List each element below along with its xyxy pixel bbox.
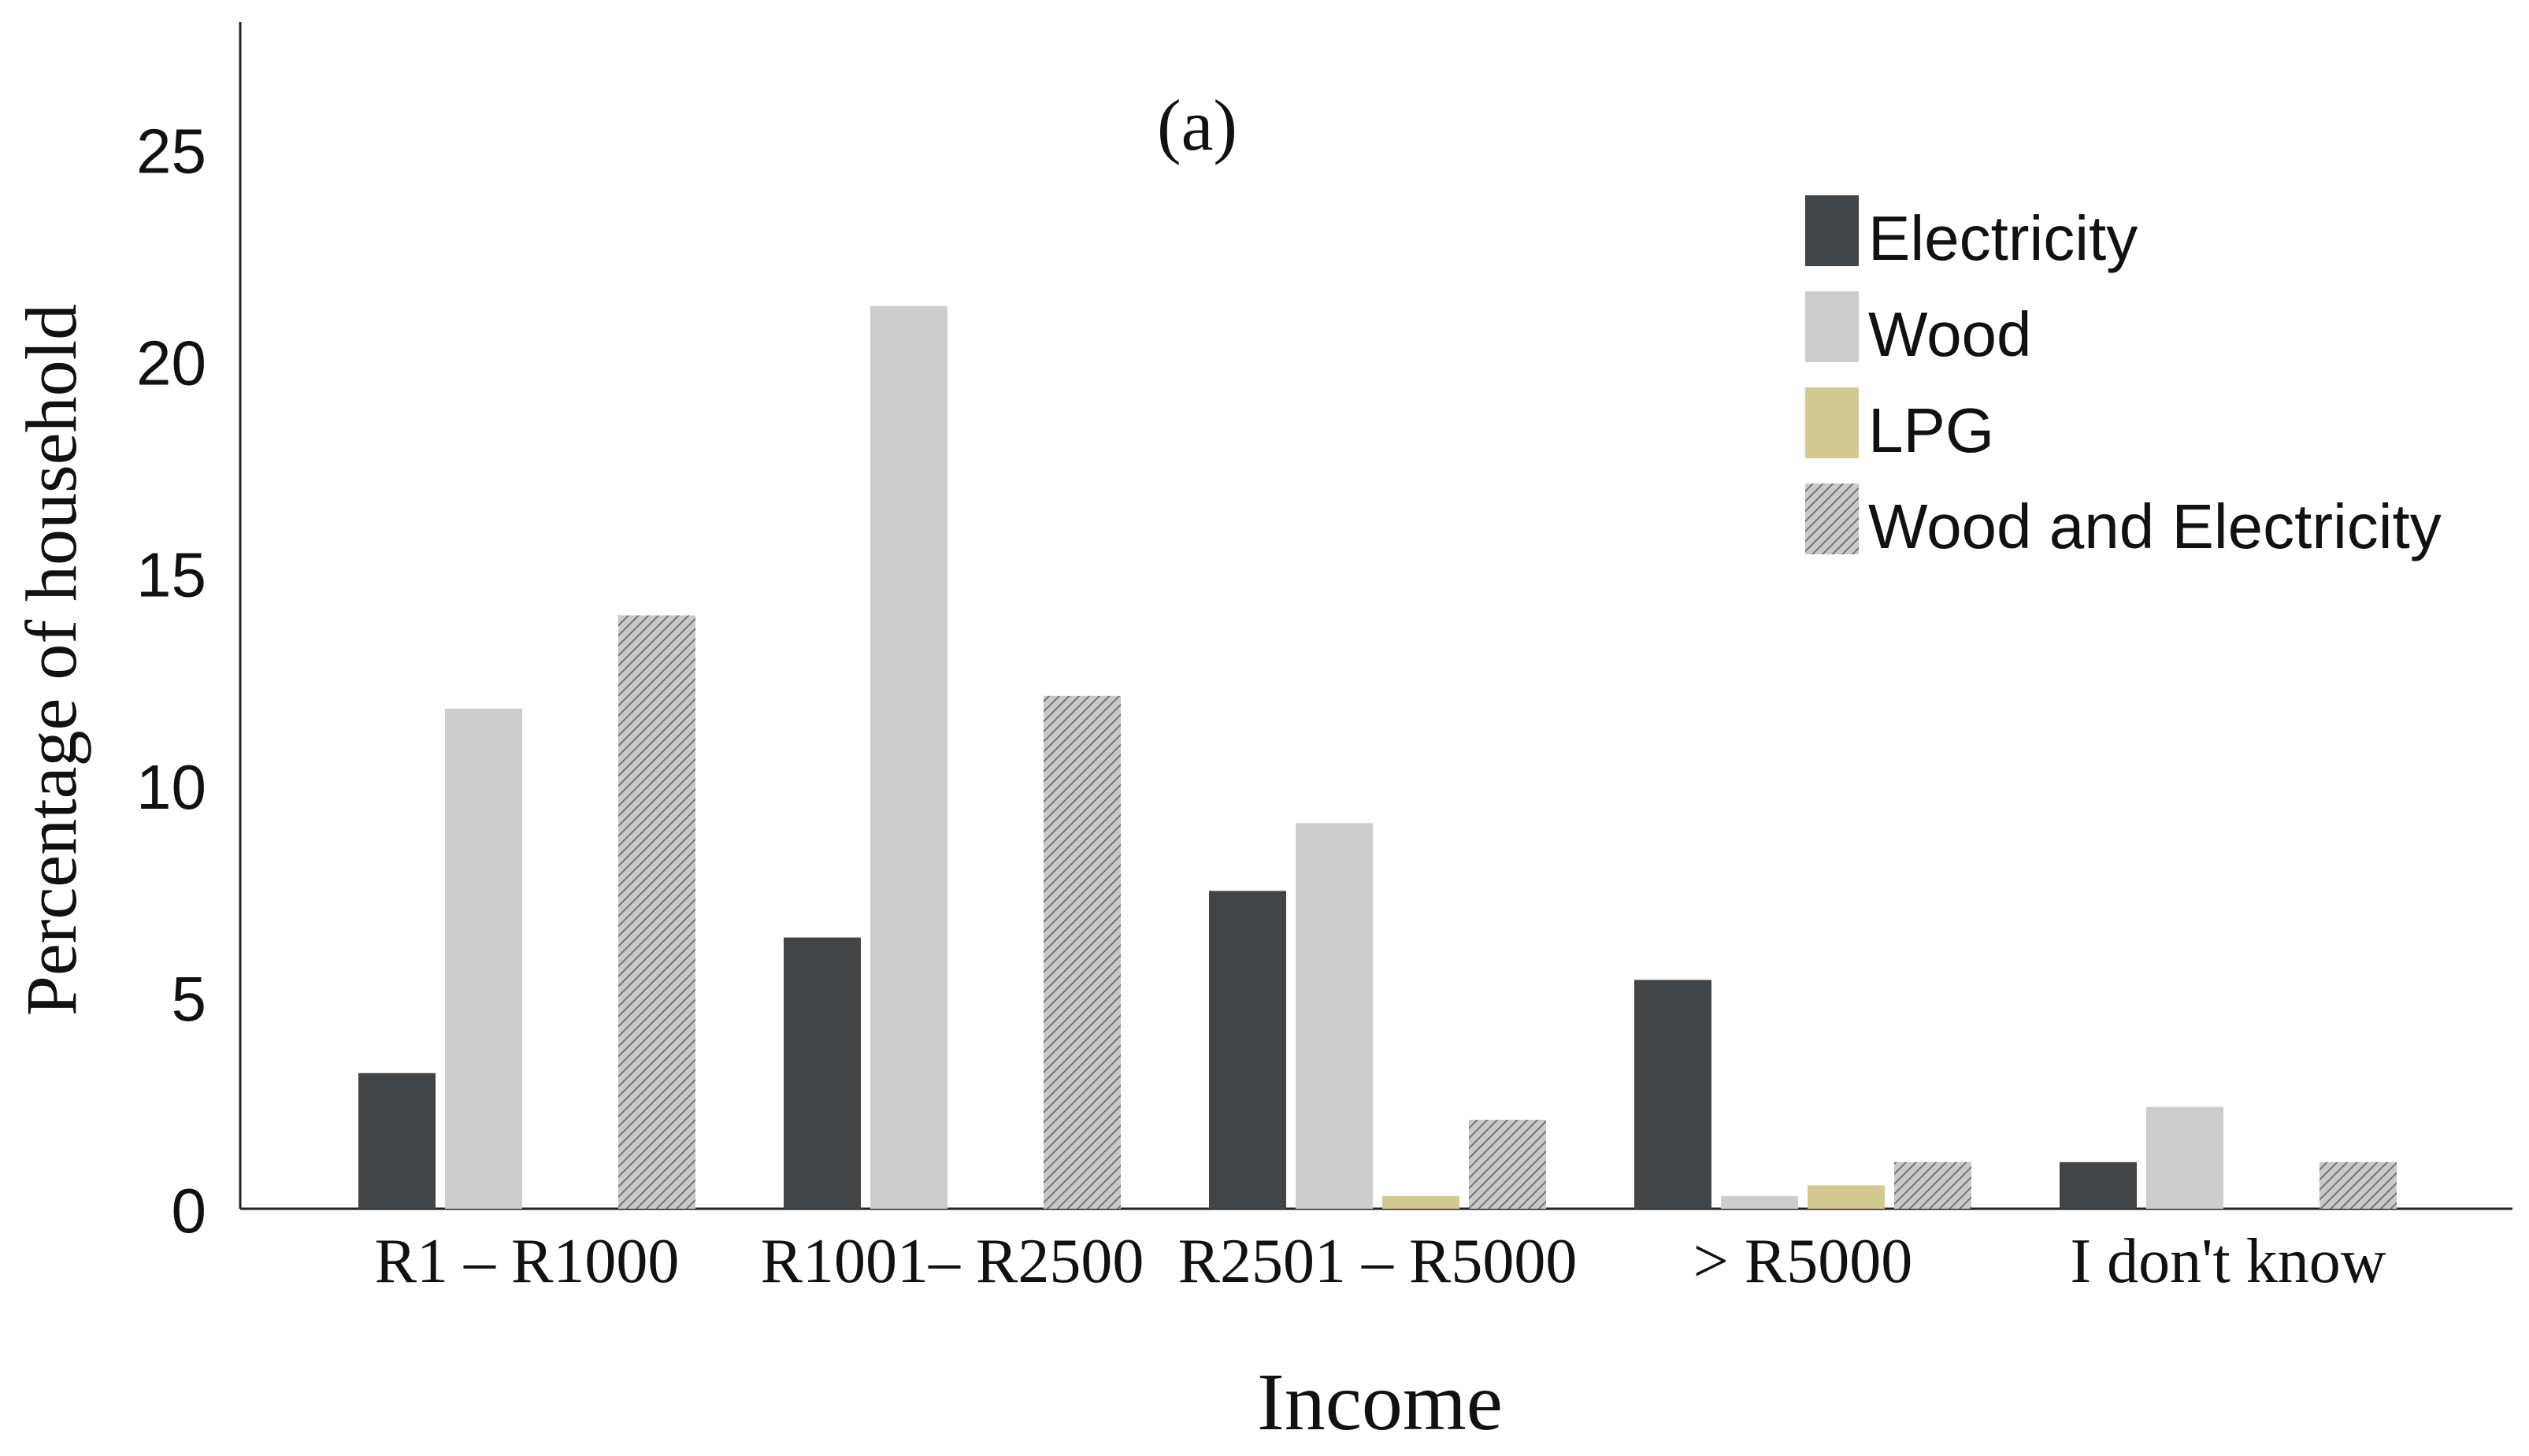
y-tick-label-20: 20 — [136, 328, 206, 398]
y-axis-label: Percentage of household — [11, 304, 91, 1016]
legend-label-wood: Wood — [1868, 299, 2032, 369]
x-tick-label-r5000: > R5000 — [1693, 1227, 1912, 1296]
legend-swatch-wood — [1805, 291, 1859, 362]
bar-electricity-i-don-t-know — [2060, 1161, 2137, 1209]
bar-electricity-r1-r1000 — [358, 1073, 436, 1209]
y-tick-label-5: 5 — [172, 964, 207, 1034]
bar-wood-and-electricity-r1-r1000 — [618, 615, 695, 1209]
x-tick-label-r1001-r2500: R1001– R2500 — [761, 1227, 1144, 1296]
legend-label-lpg: LPG — [1868, 395, 1994, 465]
bar-wood-and-electricity-r2501-r5000 — [1469, 1119, 1546, 1209]
bar-wood-r2501-r5000 — [1296, 823, 1373, 1209]
bar-wood-r1-r1000 — [445, 708, 522, 1209]
x-tick-label-r1-r1000: R1 – R1000 — [375, 1227, 680, 1296]
y-tick-labels: 0 5 10 15 20 25 — [136, 116, 206, 1246]
y-tick-label-15: 15 — [136, 540, 206, 610]
legend-label-wood-and-electricity: Wood and Electricity — [1868, 491, 2442, 561]
legend-swatch-lpg — [1805, 387, 1859, 458]
bar-wood-i-don-t-know — [2146, 1106, 2223, 1209]
bar-electricity-r1001-r2500 — [784, 937, 861, 1209]
legend: Electricity Wood LPG Wood and Electricity — [1805, 195, 2442, 561]
y-tick-label-25: 25 — [136, 116, 206, 186]
legend-swatch-wood-and-electricity — [1805, 483, 1859, 554]
x-tick-labels: R1 – R1000 R1001– R2500 R2501 – R5000 > R50… — [375, 1227, 2386, 1296]
bar-wood-and-electricity-r1001-r2500 — [1044, 695, 1121, 1209]
legend-label-electricity: Electricity — [1868, 203, 2138, 273]
x-axis-label: Income — [1257, 1357, 1503, 1447]
bar-electricity-r2501-r5000 — [1209, 891, 1286, 1209]
bar-electricity-r5000 — [1634, 980, 1711, 1209]
bar-lpg-r2501-r5000 — [1382, 1195, 1459, 1209]
bar-lpg-r5000 — [1808, 1185, 1885, 1209]
axes — [239, 22, 2512, 1210]
bar-wood-and-electricity-r5000 — [1894, 1161, 1971, 1209]
y-tick-label-0: 0 — [172, 1176, 207, 1246]
x-tick-label-i-don-t-know: I don't know — [2070, 1227, 2386, 1296]
chart-title: (a) — [1157, 85, 1237, 165]
y-tick-label-10: 10 — [136, 752, 206, 822]
bar-wood-r1001-r2500 — [870, 306, 947, 1210]
bar-wood-r5000 — [1721, 1195, 1798, 1209]
legend-swatch-electricity — [1805, 195, 1859, 266]
bars — [358, 306, 2397, 1210]
x-tick-label-r2501-r5000: R2501 – R5000 — [1178, 1227, 1578, 1296]
bar-wood-and-electricity-i-don-t-know — [2319, 1161, 2397, 1209]
